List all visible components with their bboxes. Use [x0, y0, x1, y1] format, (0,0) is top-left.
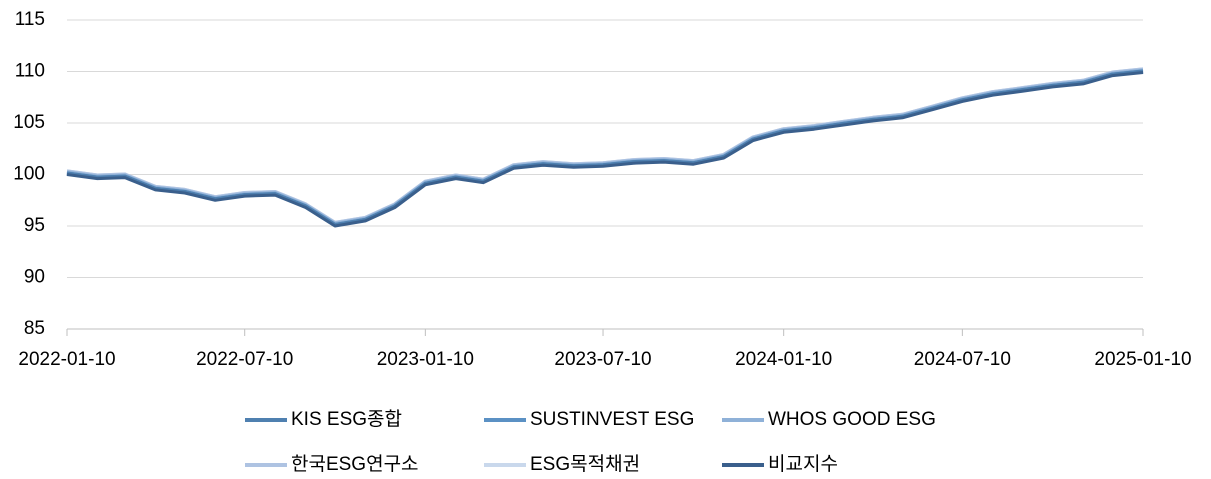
legend-label: 한국ESG연구소 [291, 453, 419, 475]
x-tick-label: 2023-07-10 [554, 349, 651, 370]
y-tick-label: 110 [15, 61, 45, 82]
legend-label: 비교지수 [768, 453, 838, 475]
y-tick-label: 95 [24, 215, 45, 236]
legend-label: KIS ESG종합 [291, 408, 402, 430]
x-tick-label: 2023-01-10 [377, 349, 474, 370]
x-tick-label: 2022-01-10 [18, 349, 115, 370]
y-tick-label: 100 [13, 164, 45, 185]
series-line [66, 69, 1144, 227]
y-tick-label: 115 [15, 9, 45, 30]
legend-label: WHOS GOOD ESG [768, 409, 936, 430]
legend-label: SUSTINVEST ESG [530, 409, 694, 430]
y-tick-label: 105 [13, 112, 45, 133]
x-tick-label: 2024-01-10 [735, 349, 832, 370]
series-line [66, 71, 1144, 228]
x-tick-label: 2022-07-10 [196, 349, 293, 370]
y-tick-label: 85 [24, 318, 45, 339]
legend-label: ESG목적채권 [530, 453, 640, 475]
y-tick-label: 90 [24, 267, 45, 288]
x-tick-label: 2024-07-10 [914, 349, 1011, 370]
series-line [66, 68, 1144, 226]
x-tick-label: 2025-01-10 [1094, 349, 1191, 370]
